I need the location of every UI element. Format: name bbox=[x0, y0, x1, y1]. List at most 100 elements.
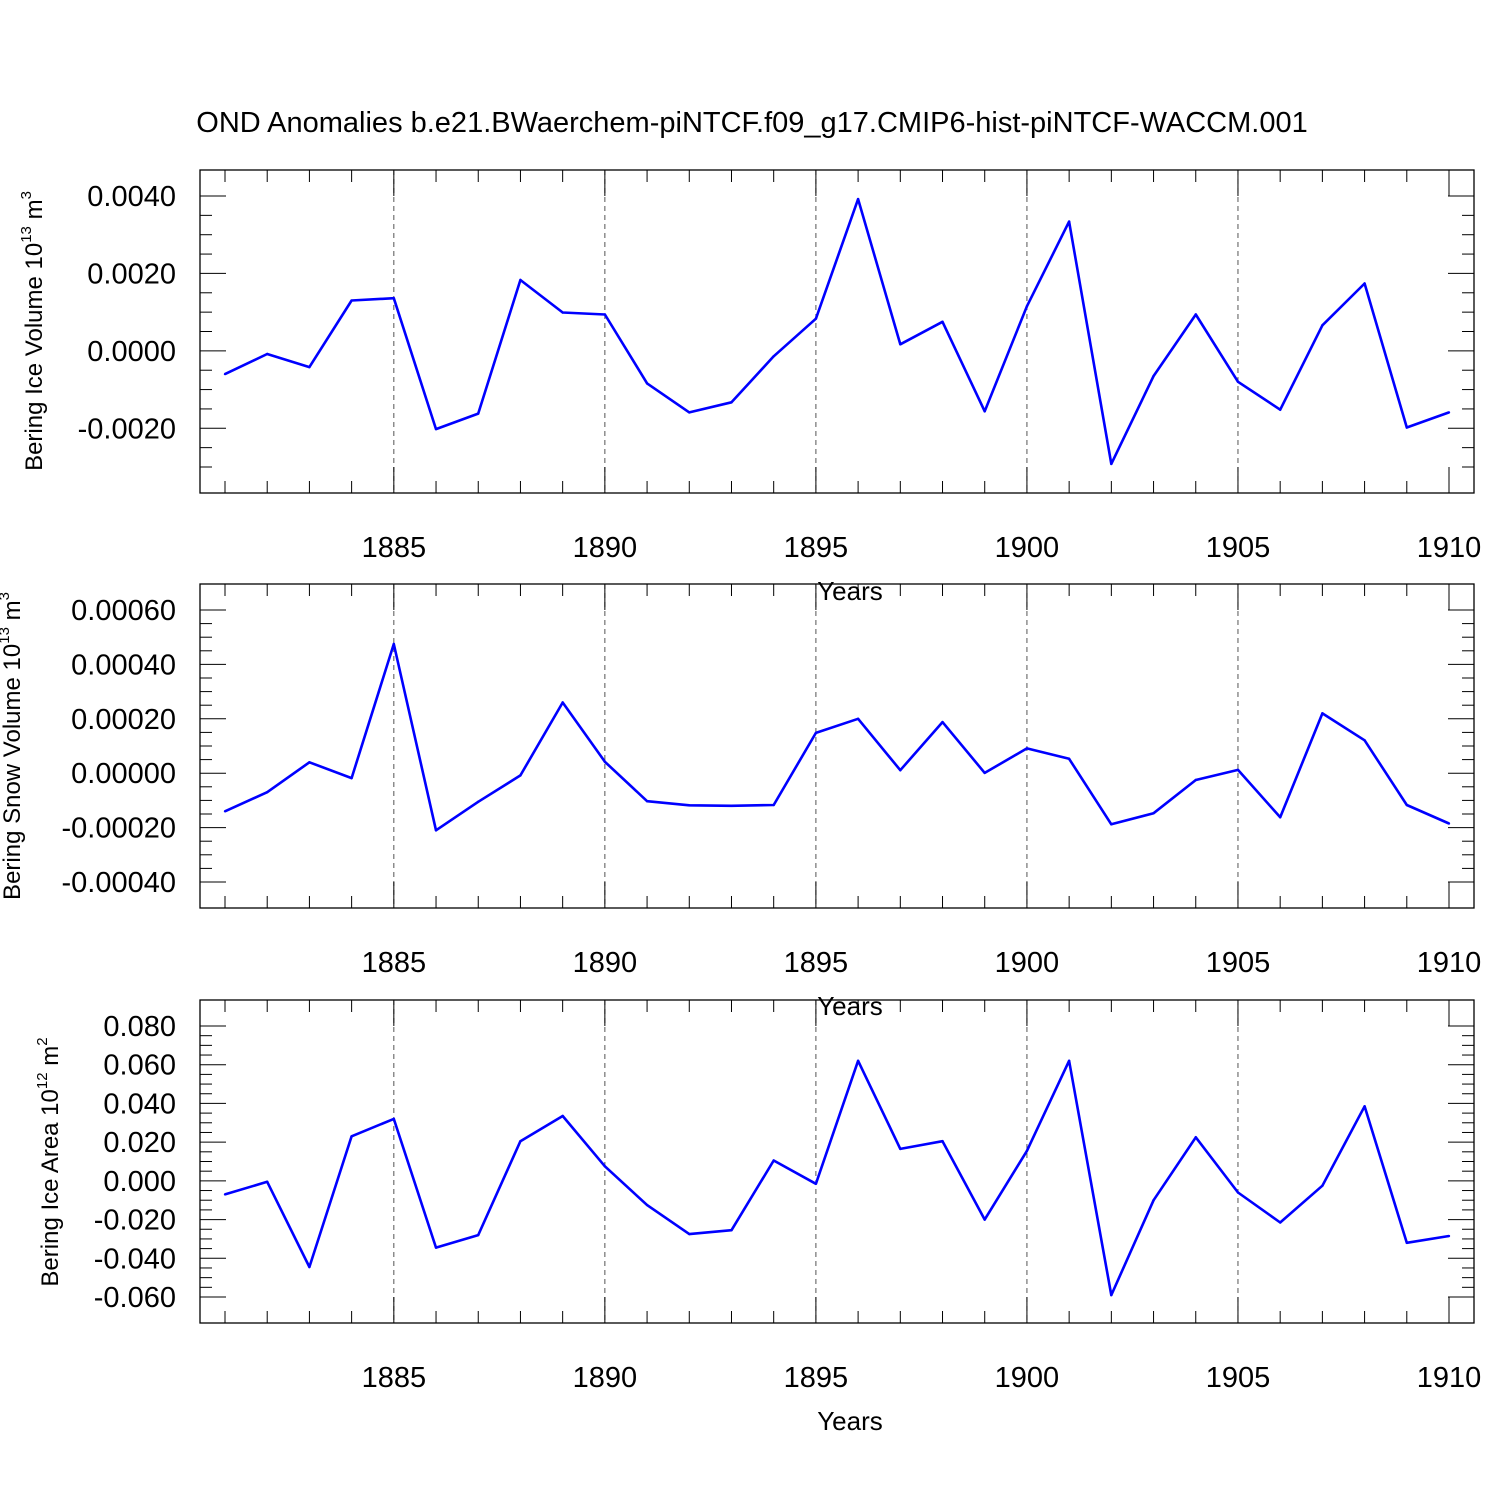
x-tick-label: 1895 bbox=[784, 1362, 849, 1394]
data-point bbox=[730, 1229, 733, 1232]
data-point bbox=[1067, 757, 1071, 760]
data-point bbox=[1405, 1241, 1408, 1245]
x-tick-label: 1900 bbox=[995, 1362, 1060, 1394]
data-point bbox=[266, 352, 269, 356]
data-point bbox=[519, 774, 522, 777]
data-point bbox=[350, 299, 353, 302]
x-tick-label: 1900 bbox=[995, 532, 1060, 564]
data-point bbox=[1363, 739, 1366, 742]
data-point bbox=[477, 1233, 480, 1237]
y-tick-label: -0.00020 bbox=[62, 813, 177, 845]
data-point bbox=[1405, 803, 1408, 807]
data-point bbox=[772, 355, 775, 358]
series-line bbox=[224, 197, 1450, 466]
y-tick-label: 0.00020 bbox=[71, 704, 176, 736]
panel-ice-area: -0.060 -0.040 -0.020 0.000 0.020 0.040 0.060 0.… bbox=[34, 999, 1481, 1436]
y-tick-label: -0.0020 bbox=[78, 413, 176, 445]
y-axis-label-part: m bbox=[21, 199, 48, 226]
data-point bbox=[941, 1139, 944, 1143]
data-point bbox=[392, 297, 396, 300]
y-axis-label-superscript: 13 bbox=[0, 627, 13, 644]
y-tick-label: 0.0040 bbox=[87, 181, 176, 213]
data-point bbox=[392, 642, 396, 646]
y-tick-label: 0.020 bbox=[103, 1127, 176, 1159]
data-point bbox=[645, 382, 649, 385]
data-point bbox=[899, 769, 902, 772]
x-tick-label: 1885 bbox=[362, 947, 427, 979]
y-tick-label: 0.0020 bbox=[87, 258, 176, 290]
data-point bbox=[899, 1147, 902, 1151]
series-line bbox=[224, 1059, 1450, 1297]
data-point bbox=[1152, 374, 1155, 378]
data-point bbox=[561, 701, 564, 704]
y-tick-label: 0.0000 bbox=[87, 336, 176, 368]
data-point bbox=[1278, 1221, 1282, 1224]
data-point bbox=[434, 427, 438, 431]
x-tick-label: 1890 bbox=[573, 947, 638, 979]
x-axis-label: Years bbox=[817, 576, 883, 606]
data-point bbox=[730, 804, 733, 808]
data-point bbox=[308, 1265, 311, 1269]
data-point bbox=[392, 1117, 396, 1121]
panel-snow-volume: -0.00040 -0.00020 0.00000 0.00020 0.00040 0.0… bbox=[0, 583, 1481, 1021]
y-axis-label-part: m bbox=[37, 1046, 64, 1073]
data-point bbox=[308, 761, 311, 764]
x-tick-label: 1910 bbox=[1417, 532, 1482, 564]
data-point bbox=[266, 1180, 269, 1184]
x-tick-label: 1905 bbox=[1206, 1362, 1271, 1394]
data-point bbox=[645, 1203, 649, 1207]
data-point bbox=[1236, 380, 1240, 384]
y-axis-label: Bering Snow Volume 1013 m3 bbox=[0, 592, 26, 900]
x-tick-label: 1890 bbox=[573, 1362, 638, 1394]
y-tick-label: 0.040 bbox=[103, 1088, 176, 1120]
data-point bbox=[1363, 282, 1366, 285]
y-axis-label-part: Bering Snow Volume 10 bbox=[0, 644, 26, 900]
data-point bbox=[1067, 220, 1071, 223]
data-point bbox=[730, 401, 733, 404]
data-point bbox=[519, 1139, 522, 1143]
data-point bbox=[1236, 768, 1240, 772]
data-point bbox=[1110, 1293, 1113, 1297]
data-point bbox=[519, 278, 522, 282]
data-point bbox=[1194, 1136, 1197, 1139]
x-tick-label: 1895 bbox=[784, 947, 849, 979]
x-tick-label: 1885 bbox=[362, 532, 427, 564]
y-tick-label: 0.00040 bbox=[71, 649, 176, 681]
data-point bbox=[1025, 305, 1029, 308]
data-point bbox=[1447, 822, 1451, 825]
figure-title: OND Anomalies b.e21.BWaerchem-piNTCF.f09… bbox=[196, 107, 1307, 139]
data-point bbox=[1447, 411, 1451, 414]
data-point bbox=[1236, 1191, 1240, 1194]
x-axis-label: Years bbox=[817, 1406, 883, 1436]
y-tick-label: -0.060 bbox=[94, 1282, 176, 1314]
data-point bbox=[1278, 408, 1282, 411]
data-point bbox=[772, 803, 775, 807]
data-point bbox=[688, 1232, 691, 1236]
y-tick-label: 0.000 bbox=[103, 1166, 176, 1198]
x-tick-label: 1900 bbox=[995, 947, 1060, 979]
data-point bbox=[1321, 712, 1324, 715]
plot-frame bbox=[199, 999, 1475, 1324]
data-point bbox=[1447, 1234, 1451, 1238]
data-point bbox=[1110, 823, 1113, 826]
data-point bbox=[477, 412, 480, 415]
y-axis-label-superscript: 13 bbox=[18, 226, 35, 243]
data-point bbox=[350, 1135, 353, 1138]
data-point bbox=[603, 760, 607, 763]
data-point bbox=[814, 1182, 818, 1185]
y-axis-label-part: Bering Ice Area 10 bbox=[37, 1089, 64, 1286]
data-point bbox=[856, 1059, 860, 1063]
y-tick-label: -0.00040 bbox=[62, 867, 177, 899]
x-tick-label: 1895 bbox=[784, 532, 849, 564]
y-tick-label: -0.020 bbox=[94, 1205, 176, 1237]
data-point bbox=[1405, 426, 1408, 429]
y-axis-label-part: m bbox=[0, 600, 26, 627]
data-point bbox=[983, 410, 986, 413]
data-point bbox=[1321, 1184, 1324, 1187]
data-point bbox=[1152, 811, 1155, 815]
data-point bbox=[1025, 1149, 1029, 1153]
y-tick-label: 0.060 bbox=[103, 1050, 176, 1082]
y-tick-label: 0.080 bbox=[103, 1011, 176, 1043]
data-point bbox=[1363, 1105, 1366, 1108]
y-axis-label-superscript: 3 bbox=[18, 191, 35, 199]
